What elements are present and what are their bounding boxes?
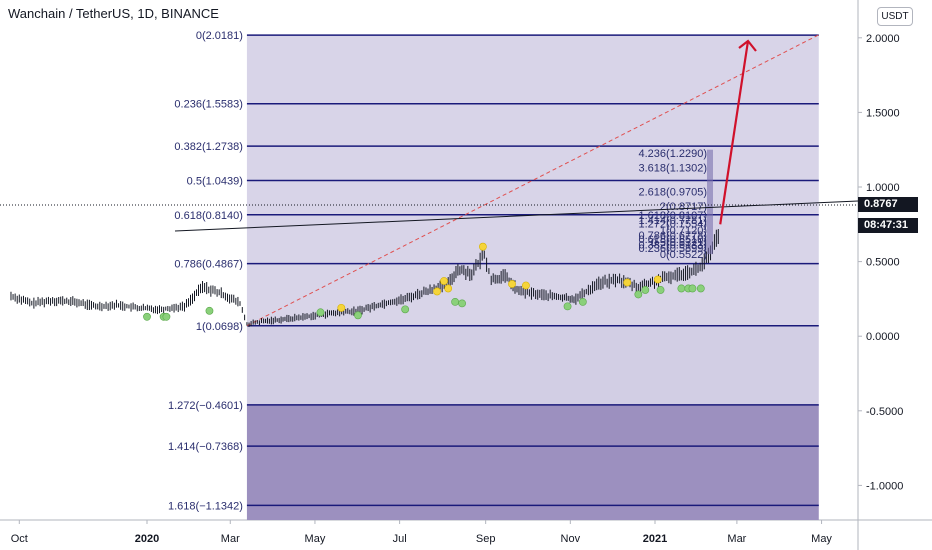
y-tick-label: 2.0000	[866, 33, 900, 45]
x-tick-label: May	[811, 533, 832, 545]
small-fib-label: 2.618(0.9705)	[639, 186, 708, 198]
y-tick-label: -1.0000	[866, 480, 903, 492]
y-tick-label: 1.0000	[866, 182, 900, 194]
small-fib-label: 0(0.5522)	[660, 249, 707, 261]
yellow-signal-marker	[623, 278, 632, 287]
green-signal-marker	[458, 299, 466, 308]
fib-level-label: 0.236(1.5583)	[174, 99, 243, 111]
y-tick-label: 0.0000	[866, 331, 900, 343]
projection-arrow-shaft	[719, 40, 750, 225]
fib-level-label: 0.786(0.4867)	[174, 259, 243, 271]
yellow-signal-marker	[440, 277, 448, 285]
x-tick-label: 2020	[135, 533, 159, 545]
y-tick-label: 0.5000	[866, 257, 900, 269]
green-signal-marker	[316, 308, 325, 317]
green-signal-marker	[563, 302, 572, 311]
y-tick-label: 1.5000	[866, 107, 900, 119]
green-signal-marker	[641, 286, 650, 294]
fib-level-label: 1.618(−1.1342)	[168, 500, 243, 512]
fib-level-label: 0.382(1.2738)	[174, 141, 243, 153]
small-fib-label: 0.618(0.6510)	[639, 234, 708, 246]
green-signal-marker	[354, 311, 362, 320]
green-signal-marker	[401, 305, 410, 314]
small-fib-label: 4.236(1.2290)	[639, 148, 708, 160]
x-tick-label: Sep	[476, 533, 496, 545]
projection-arrow-head	[738, 39, 757, 52]
small-fib-label: 1.272(0.7554)	[639, 218, 708, 230]
yellow-signal-marker	[433, 287, 441, 296]
small-fib-label: 2(0.8717)	[660, 201, 707, 213]
x-tick-label: May	[305, 533, 326, 545]
x-tick-label: Nov	[561, 533, 581, 545]
green-signal-marker	[578, 297, 587, 306]
green-signal-marker	[634, 290, 643, 299]
fib-level-label: 0.5(1.0439)	[187, 175, 243, 187]
fib-level-label: 1.272(−0.4601)	[168, 400, 243, 412]
green-signal-marker	[451, 297, 460, 306]
yellow-signal-marker	[653, 275, 662, 284]
x-tick-label: Mar	[727, 533, 746, 545]
yellow-signal-marker	[444, 284, 453, 293]
small-fib-label: 1.618(0.8107)	[639, 210, 708, 222]
yellow-signal-marker	[522, 281, 530, 290]
small-fib-label: 0.236(0.5899)	[639, 243, 708, 255]
x-tick-label: Jul	[393, 533, 407, 545]
currency-selector-button[interactable]: USDT	[877, 7, 913, 26]
y-tick-label: -0.5000	[866, 406, 903, 418]
fib-level-label: 0.618(0.8140)	[174, 210, 243, 222]
fib-level-label: 1(0.0698)	[196, 321, 243, 333]
x-tick-label: Oct	[11, 533, 28, 545]
last-price-tag: 0.8767	[858, 197, 918, 212]
small-fib-label: 1.414(0.7781)	[639, 215, 708, 227]
fib-level-label: 1.414(−0.7368)	[168, 441, 243, 453]
resistance-trend-line	[174, 200, 859, 232]
bar-countdown-tag: 08:47:31	[858, 218, 918, 233]
x-tick-label: 2021	[643, 533, 667, 545]
yellow-signal-marker	[337, 303, 346, 312]
fib-level-label: 0(2.0181)	[196, 30, 243, 42]
green-signal-marker	[162, 312, 171, 321]
small-fib-label: 3.618(1.1302)	[639, 163, 708, 175]
green-signal-marker	[205, 306, 214, 315]
fib-zone-lower	[246, 404, 819, 520]
green-signal-marker	[143, 312, 151, 321]
small-fib-label: 1(0.7120)	[660, 225, 707, 237]
yellow-signal-marker	[508, 280, 516, 288]
small-fib-label: 0.786(0.6778)	[639, 230, 708, 242]
green-signal-marker	[677, 284, 686, 293]
chart-title: Wanchain / TetherUS, 1D, BINANCE	[8, 6, 219, 21]
small-fib-zone	[707, 149, 713, 255]
green-signal-marker	[656, 286, 665, 294]
green-signal-marker	[688, 284, 697, 293]
fib-zone-middle	[246, 325, 819, 405]
small-fib-label: 0.382(0.6133)	[639, 240, 708, 252]
yellow-signal-marker	[478, 242, 487, 251]
green-signal-marker	[696, 284, 705, 293]
small-fib-label: 0.5(0.6321)	[651, 237, 707, 249]
x-tick-label: Mar	[221, 533, 240, 545]
dashed-trend-line	[246, 34, 820, 327]
